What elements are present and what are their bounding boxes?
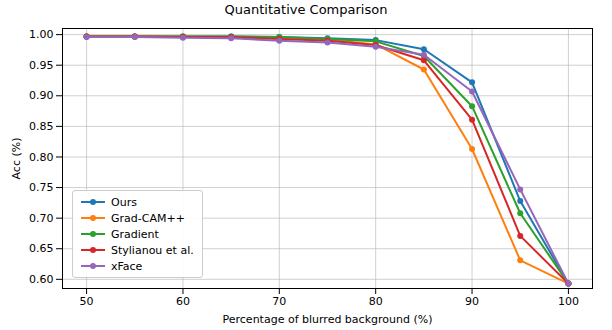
svg-text:0.60: 0.60 xyxy=(29,273,54,286)
svg-text:0.95: 0.95 xyxy=(29,59,54,72)
svg-text:0.85: 0.85 xyxy=(29,120,54,133)
html-text:Gradient: Gradient xyxy=(111,227,159,241)
svg-text:50: 50 xyxy=(80,295,94,308)
svg-text:1.00: 1.00 xyxy=(29,28,54,41)
svg-text:0.65: 0.65 xyxy=(29,242,54,255)
svg-text:0.90: 0.90 xyxy=(29,89,54,102)
svg-text:Acc (%): Acc (%) xyxy=(10,138,23,180)
svg-text:0.75: 0.75 xyxy=(29,181,54,194)
svg-text:80: 80 xyxy=(369,295,383,308)
svg-text:Percentage of blurred backgrou: Percentage of blurred background (%) xyxy=(223,313,433,326)
svg-text:0.70: 0.70 xyxy=(29,212,54,225)
svg-text:70: 70 xyxy=(272,295,286,308)
svg-text:100: 100 xyxy=(558,295,579,308)
html-text:Stylianou et al.: Stylianou et al. xyxy=(111,243,194,257)
html-text:xFace: xFace xyxy=(111,259,143,273)
html-text:Grad-CAM++: Grad-CAM++ xyxy=(111,211,185,225)
svg-text:0.80: 0.80 xyxy=(29,150,54,163)
svg-text:90: 90 xyxy=(465,295,479,308)
html-text:Quantitative Comparison: Quantitative Comparison xyxy=(224,2,388,17)
svg-text:60: 60 xyxy=(176,295,190,308)
html-text:Ours: Ours xyxy=(111,195,137,209)
